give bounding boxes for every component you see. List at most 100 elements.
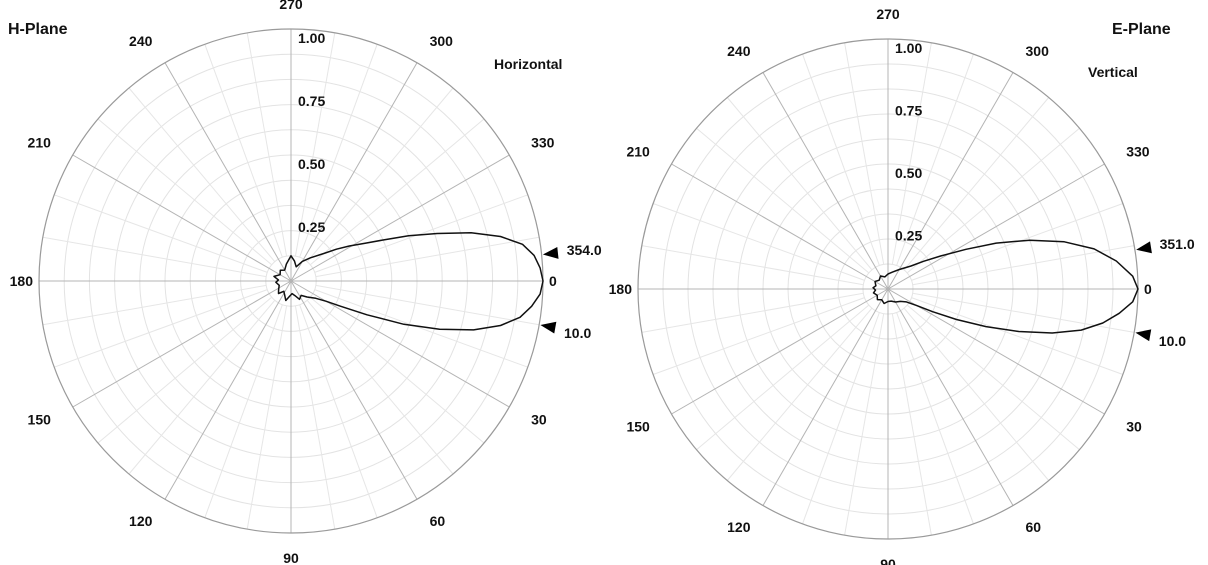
grid-spoke-major	[290, 280, 418, 500]
grid-spoke-major	[72, 154, 292, 282]
grid-spoke-major	[762, 288, 889, 506]
angle-tick-label: 210	[28, 134, 52, 150]
beamwidth-marker-label: 354.0	[567, 242, 602, 258]
grid-spoke-minor	[299, 304, 378, 518]
grid-spoke-minor	[315, 236, 540, 278]
angle-tick-label: 300	[430, 33, 454, 49]
grid-spoke-minor	[726, 307, 873, 481]
angle-tick-label: 240	[129, 33, 153, 49]
angle-tick-label: 180	[609, 281, 633, 297]
grid-spoke-minor	[309, 118, 485, 266]
angle-tick-label: 180	[10, 273, 34, 289]
grid-spoke-major	[671, 163, 889, 290]
grid-spoke-major	[671, 288, 889, 415]
grid-spoke-minor	[204, 44, 283, 258]
angle-tick-label: 60	[1026, 519, 1042, 535]
h-plane-pattern-line	[273, 231, 544, 331]
grid-spoke-minor	[911, 297, 1124, 375]
grid-spoke-minor	[696, 127, 870, 274]
grid-spoke-minor	[97, 296, 273, 444]
grid-spoke-minor	[294, 32, 336, 257]
beamwidth-marker	[542, 246, 559, 259]
radial-tick-label: 0.25	[298, 219, 325, 235]
grid-spoke-minor	[802, 312, 880, 525]
angle-tick-label: 120	[727, 519, 751, 535]
grid-spoke-minor	[306, 299, 454, 475]
grid-spoke-minor	[652, 203, 865, 281]
grid-spoke-major	[762, 72, 889, 290]
grid-spoke-major	[290, 154, 510, 282]
grid-spoke-minor	[896, 53, 974, 266]
e-plane-polar-plot: E-Plane Vertical 0 30 60 90 120 150 180 210 240 2…	[609, 6, 1195, 565]
angle-tick-label: 0	[549, 273, 557, 289]
grid-spoke-minor	[641, 245, 864, 286]
grid-spoke-minor	[652, 297, 865, 375]
e-plane-title: E-Plane	[1112, 21, 1171, 38]
beamwidth-marker	[1136, 241, 1152, 254]
angle-tick-label: 330	[1126, 144, 1150, 160]
angle-tick-label: 240	[727, 43, 751, 59]
radial-tick-label: 0.50	[298, 156, 325, 172]
grid-spoke-minor	[306, 87, 454, 263]
grid-spoke-minor	[906, 304, 1080, 451]
grid-spoke-major	[164, 62, 292, 282]
grid-spoke-minor	[844, 313, 885, 536]
radial-tick-label: 0.25	[895, 228, 922, 244]
beamwidth-marker	[1135, 329, 1152, 342]
grid-spoke-minor	[696, 304, 870, 451]
grid-spoke-major	[887, 72, 1014, 290]
angle-tick-label: 300	[1026, 43, 1050, 59]
grid-spoke-minor	[54, 194, 268, 273]
radial-tick-label: 1.00	[895, 40, 922, 56]
grid-spoke-minor	[891, 42, 932, 265]
grid-spoke-minor	[294, 305, 336, 530]
h-plane-polar-plot: H-Plane Horizontal 0 30 60 90 120 150 180 210 24…	[8, 0, 602, 565]
angle-tick-label: 30	[1126, 419, 1142, 435]
angle-tick-label: 90	[880, 556, 896, 565]
grid-spoke-minor	[42, 284, 267, 326]
beamwidth-marker-label: 351.0	[1160, 236, 1195, 252]
grid-spoke-minor	[42, 236, 267, 278]
grid-spoke-minor	[726, 97, 873, 271]
beamwidth-marker-label: 10.0	[1159, 333, 1186, 349]
grid-spoke-major	[887, 288, 1014, 506]
grid-spoke-minor	[912, 245, 1135, 286]
grid-spoke-major	[72, 280, 292, 408]
grid-spoke-minor	[314, 289, 528, 368]
angle-tick-label: 30	[531, 412, 547, 428]
e-plane-polarization-label: Vertical	[1088, 64, 1138, 80]
grid-spoke-minor	[97, 118, 273, 266]
angle-tick-label: 330	[531, 134, 555, 150]
grid-spoke-minor	[128, 299, 276, 475]
angle-tick-label: 0	[1144, 281, 1152, 297]
beamwidth-marker	[540, 321, 557, 334]
grid-spoke-minor	[912, 292, 1135, 333]
angle-tick-label: 270	[279, 0, 303, 12]
grid-spoke-minor	[204, 304, 283, 518]
grid-spoke-minor	[844, 42, 885, 265]
angle-tick-label: 210	[626, 144, 650, 160]
grid-spoke-minor	[299, 44, 378, 258]
grid-spoke-minor	[314, 194, 528, 273]
grid-spoke-minor	[903, 97, 1050, 271]
grid-spoke-minor	[802, 53, 880, 266]
e-plane-pattern-line	[872, 239, 1139, 334]
grid-spoke-minor	[896, 312, 974, 525]
angle-tick-label: 120	[129, 513, 153, 529]
angle-tick-label: 150	[626, 419, 650, 435]
e-plane-grid	[637, 38, 1139, 540]
h-plane-polarization-label: Horizontal	[494, 56, 562, 72]
h-plane-title: H-Plane	[8, 21, 68, 38]
radial-tick-label: 0.50	[895, 165, 922, 181]
grid-spoke-minor	[309, 296, 485, 444]
grid-spoke-minor	[128, 87, 276, 263]
grid-spoke-major	[164, 280, 292, 500]
grid-spoke-minor	[246, 305, 288, 530]
angle-tick-label: 90	[283, 550, 299, 565]
grid-spoke-minor	[903, 307, 1050, 481]
grid-spoke-major	[887, 288, 1105, 415]
grid-spoke-minor	[54, 289, 268, 368]
grid-spoke-minor	[891, 313, 932, 536]
h-plane-grid	[38, 28, 544, 534]
